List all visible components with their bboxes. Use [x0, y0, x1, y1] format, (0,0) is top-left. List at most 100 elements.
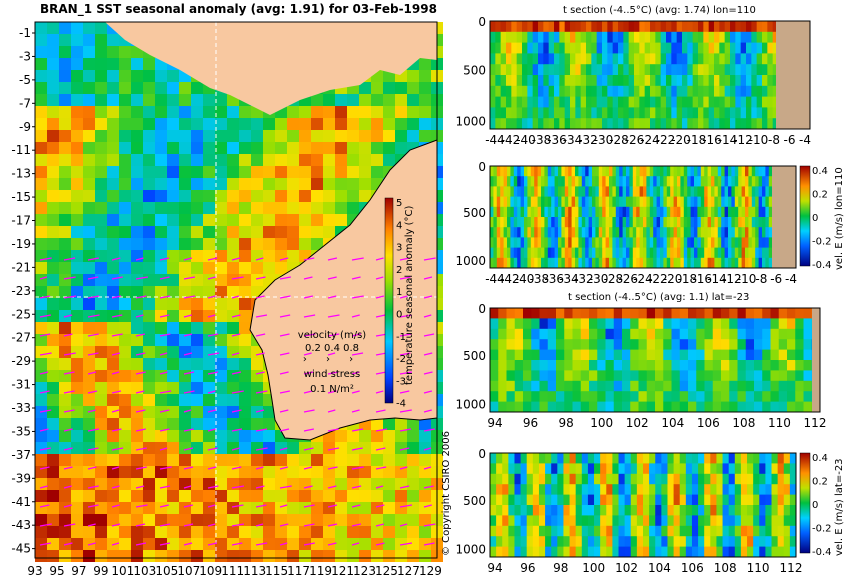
depth-tick-label: 1000: [455, 543, 486, 557]
section-x-tick-label: -24: [633, 272, 653, 286]
section-x-tick-label: -18: [678, 272, 698, 286]
section-x-tick-label: -32: [578, 133, 598, 147]
lon-tick-label: 123: [353, 564, 376, 578]
velocity-colorbar-tick: -0.4: [812, 260, 832, 271]
colorbar-tick-label: 0: [396, 310, 402, 321]
velocity-legend: velocity (m/s) 0.2 0.4 0.8 › › › wind st…: [292, 330, 372, 395]
colorbar-tick-label: -3: [396, 376, 406, 387]
wind-vectors: [39, 257, 436, 546]
section-x-tick-label: -44: [485, 133, 505, 147]
depth-tick-label: 1000: [455, 254, 486, 268]
velocity-colorbar-tick: -0.2: [812, 524, 832, 535]
section-x-tick-label: 112: [804, 416, 827, 430]
section-land: [776, 21, 810, 129]
lat-tick-label: -13: [11, 167, 31, 181]
lon-tick-label: 115: [265, 564, 288, 578]
lat-tick-label: -3: [19, 49, 31, 63]
lat-tick-label: -5: [19, 73, 31, 87]
section-x-tick-label: -34: [563, 133, 583, 147]
section2-colorbar-label: vel. E (m/s) lon=110: [834, 167, 845, 270]
section-x-tick-label: -36: [547, 133, 567, 147]
section-x-tick-label: 100: [582, 561, 605, 575]
lat-tick-label: -37: [11, 448, 31, 462]
section-x-tick-label: 106: [697, 416, 720, 430]
velocity-colorbar-tick: 0.4: [812, 166, 828, 177]
section-x-tick-label: 96: [520, 561, 535, 575]
lon-tick-label: 101: [111, 564, 134, 578]
section1-title: t section (-4..5°C) (avg: 1.74) lon=110: [563, 5, 756, 16]
section4-colorbar: 0.4 0.2 0 -0.2 -0.4: [799, 452, 832, 558]
section-x-tick-label: 104: [661, 416, 684, 430]
depth-tick-label: 0: [478, 447, 486, 461]
section-x-tick-label: -38: [530, 272, 550, 286]
section-x-tick-label: 106: [681, 561, 704, 575]
depth-tick-label: 500: [463, 494, 486, 508]
colorbar-tick-label: 3: [396, 243, 402, 254]
section-x-tick-label: -42: [501, 133, 521, 147]
lat-tick-label: -31: [11, 378, 31, 392]
map-title: BRAN_1 SST seasonal anomaly (avg: 1.91) …: [40, 2, 437, 16]
lat-tick-label: -1: [19, 26, 31, 40]
lat-tick-label: -23: [11, 284, 31, 298]
section-x-tick-label: -40: [515, 272, 535, 286]
section-x-tick-label: -38: [532, 133, 552, 147]
section2-colorbar: 0.4 0.2 0 -0.2 -0.4: [799, 165, 832, 271]
colorbar-tick-label: -1: [396, 332, 406, 343]
lon-tick-label: 127: [397, 564, 420, 578]
section-x-tick-label: -16: [692, 272, 712, 286]
colorbar-tick-label: 2: [396, 265, 402, 276]
depth-tick-label: 1000: [455, 114, 486, 128]
velocity-arrows: › › ›: [302, 354, 362, 365]
lon-tick-label: 93: [27, 564, 42, 578]
section-x-tick-label: 110: [747, 561, 770, 575]
wind-label: wind stress: [303, 369, 361, 380]
lon-tick-label: 117: [287, 564, 310, 578]
lat-tick-label: -17: [11, 214, 31, 228]
section-x-tick-label: 108: [732, 416, 755, 430]
section-x-tick-label: -6: [770, 272, 782, 286]
lat-tick-label: -29: [11, 354, 31, 368]
land-indonesia: [105, 22, 437, 115]
velocity-colorbar-tick: 0: [812, 213, 818, 224]
section-x-tick-label: -40: [516, 133, 536, 147]
section-x-tick-label: 94: [487, 416, 502, 430]
section-x-tick-label: -44: [485, 272, 505, 286]
section-x-tick-label: 112: [780, 561, 803, 575]
section2-panel: 05001000-44-42-40-38-36-34-32-30-28-26-2…: [455, 160, 797, 286]
section-x-tick-label: -12: [722, 272, 742, 286]
lon-tick-label: 111: [221, 564, 244, 578]
section-x-tick-label: -8: [768, 133, 780, 147]
section-x-tick-label: -4: [785, 272, 797, 286]
velocity-colorbar-tick: -0.2: [812, 237, 832, 248]
section-x-tick-label: -36: [544, 272, 564, 286]
section-x-tick-label: -4: [799, 133, 811, 147]
velocity-colorbar-tick: 0: [812, 500, 818, 511]
section-x-tick-label: -32: [574, 272, 594, 286]
section-x-tick-label: 108: [714, 561, 737, 575]
section-land: [772, 166, 796, 268]
section-x-tick-label: 100: [590, 416, 613, 430]
section-x-tick-label: -14: [718, 133, 738, 147]
lat-tick-label: -43: [11, 518, 31, 532]
velocity-colorbar-tick: -0.4: [812, 547, 832, 558]
wind-value: 0.1 N/m²: [310, 384, 354, 395]
section-x-tick-label: -8: [755, 272, 767, 286]
velocity-colorbar-tick: 0.2: [812, 477, 828, 488]
lon-tick-label: 95: [49, 564, 64, 578]
velocity-colorbar-tick: 0.2: [812, 190, 828, 201]
depth-tick-label: 500: [463, 206, 486, 220]
section3-title: t section (-4..5°C) (avg: 1.1) lat=-23: [568, 292, 750, 303]
lat-tick-label: -41: [11, 495, 31, 509]
velocity-values: 0.2 0.4 0.8: [304, 343, 360, 354]
depth-tick-label: 0: [478, 160, 486, 174]
section-x-tick-label: -22: [656, 133, 676, 147]
section-x-tick-label: -6: [784, 133, 796, 147]
section-x-tick-label: 110: [768, 416, 791, 430]
lon-tick-label: 119: [309, 564, 332, 578]
colorbar-tick-label: -2: [396, 354, 406, 365]
velocity-colorbar-tick: 0.4: [812, 453, 828, 464]
copyright-notice: © Copyright CSIRO 2006: [441, 431, 452, 556]
lon-tick-label: 97: [71, 564, 86, 578]
velocity-label: velocity (m/s): [297, 330, 367, 341]
section-x-tick-label: 102: [615, 561, 638, 575]
